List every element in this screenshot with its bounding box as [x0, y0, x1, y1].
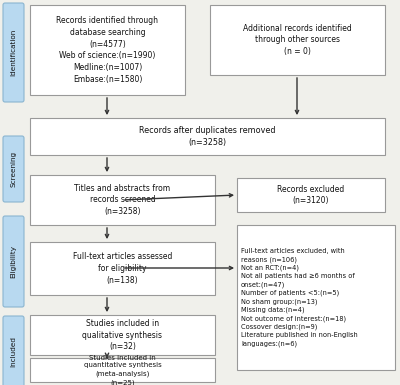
Text: Additional records identified
through other sources
(n = 0): Additional records identified through ot…: [243, 24, 352, 56]
Text: Records identified through
database searching
(n=4577)
Web of science:(n=1990)
M: Records identified through database sear…: [56, 16, 158, 84]
Bar: [30, 175, 215, 225]
Text: Full-text articles assessed
for eligibility
(n=138): Full-text articles assessed for eligibil…: [73, 252, 172, 285]
Text: Screening: Screening: [10, 151, 16, 187]
Text: Identification: Identification: [10, 29, 16, 76]
Text: Full-text articles excluded, with
reasons (n=106)
Not an RCT:(n=4)
Not all patie: Full-text articles excluded, with reason…: [241, 248, 358, 347]
Bar: [30, 5, 185, 95]
Bar: [210, 5, 385, 75]
Bar: [237, 225, 395, 370]
Bar: [30, 358, 215, 382]
Text: Records excluded
(n=3120): Records excluded (n=3120): [277, 184, 345, 206]
FancyBboxPatch shape: [3, 216, 24, 307]
Bar: [30, 315, 215, 355]
Text: Titles and abstracts from
records screened
(n=3258): Titles and abstracts from records screen…: [74, 184, 170, 216]
FancyBboxPatch shape: [3, 3, 24, 102]
Bar: [30, 242, 215, 295]
Text: Included: Included: [10, 336, 16, 367]
FancyBboxPatch shape: [3, 316, 24, 385]
Text: Eligibility: Eligibility: [10, 245, 16, 278]
Bar: [237, 178, 385, 212]
FancyBboxPatch shape: [3, 136, 24, 202]
Text: Studies included in
qualitative synthesis
(n=32): Studies included in qualitative synthesi…: [82, 319, 162, 351]
Text: Studies included in
quantitative synthesis
(meta-analysis)
(n=25): Studies included in quantitative synthes…: [84, 355, 161, 385]
Bar: [30, 118, 385, 155]
Text: Records after duplicates removed
(n=3258): Records after duplicates removed (n=3258…: [139, 126, 276, 147]
